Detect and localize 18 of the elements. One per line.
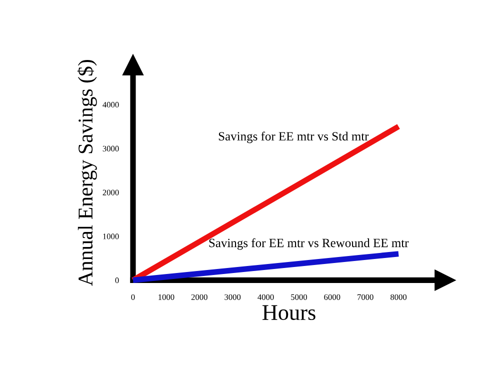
x-tick-label: 2000: [191, 294, 208, 300]
x-tick-label: 4000: [258, 294, 274, 300]
x-tick-label: 7000: [358, 294, 374, 300]
x-tick-label: 0: [131, 294, 135, 300]
x-tick-label: 5000: [291, 294, 307, 300]
x-axis-title: Hours: [262, 305, 316, 320]
y-tick-label: 4000: [102, 102, 119, 108]
y-tick-label: 3000: [102, 146, 119, 152]
y-tick-label: 2000: [102, 190, 119, 196]
y-tick-label: 0: [115, 278, 119, 284]
series-label: Savings for EE mtr vs Std mtr: [218, 132, 369, 144]
x-tick-label: 3000: [224, 294, 241, 300]
y-axis-title: Annual Energy Savings ($): [77, 60, 97, 286]
x-tick-label: 8000: [390, 294, 407, 300]
series-label: Savings for EE mtr vs Rewound EE mtr: [209, 238, 409, 250]
x-tick-label: 1000: [158, 294, 174, 300]
y-tick-label: 1000: [103, 234, 119, 240]
x-tick-label: 6000: [324, 294, 340, 300]
